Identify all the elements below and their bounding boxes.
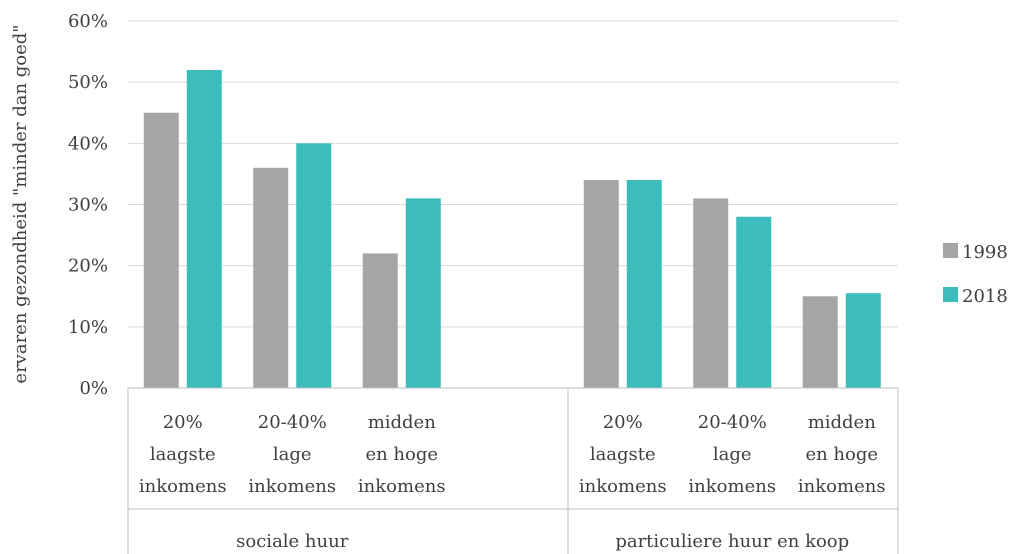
y-axis-title: ervaren gezondheid "minder dan goed"	[10, 24, 31, 383]
y-axis-tick-labels: 0% 10% 20% 30% 40% 50% 60%	[68, 11, 108, 399]
y-tick-label: 40%	[68, 133, 108, 154]
bar-2018	[405, 198, 441, 388]
legend-label: 1998	[962, 242, 1008, 263]
gridlines	[128, 20, 898, 389]
y-tick-label: 30%	[68, 195, 108, 216]
bar-1998	[583, 180, 619, 388]
bar-2018	[186, 69, 222, 388]
category-label: midden en hoge inkomens	[798, 412, 886, 497]
y-tick-label: 20%	[68, 256, 108, 277]
group-label: particuliere huur en koop	[615, 531, 849, 552]
y-tick-label: 10%	[68, 317, 108, 338]
bar-1998	[802, 296, 838, 388]
bar-1998	[143, 112, 179, 388]
y-tick-label: 0%	[79, 378, 108, 399]
bars	[143, 69, 881, 388]
category-label: midden en hoge inkomens	[358, 412, 446, 497]
legend: 1998 2018	[943, 242, 1008, 307]
bar-1998	[693, 198, 729, 388]
category-label: 20% laagste inkomens	[579, 412, 667, 497]
group-label: sociale huur	[236, 531, 349, 552]
bar-2018	[296, 143, 332, 388]
y-tick-label: 50%	[68, 72, 108, 93]
category-label: 20-40% lage inkomens	[688, 412, 776, 497]
bar-1998	[362, 253, 398, 388]
category-label: 20% laagste inkomens	[139, 412, 227, 497]
legend-label: 2018	[962, 286, 1008, 307]
bar-2018	[845, 293, 881, 388]
legend-swatch-2018	[943, 287, 958, 302]
y-tick-label: 60%	[68, 11, 108, 32]
bar-2018	[736, 216, 772, 388]
bar-1998	[253, 167, 289, 388]
bar-2018	[626, 180, 662, 388]
legend-swatch-1998	[943, 243, 958, 258]
category-label: 20-40% lage inkomens	[248, 412, 336, 497]
